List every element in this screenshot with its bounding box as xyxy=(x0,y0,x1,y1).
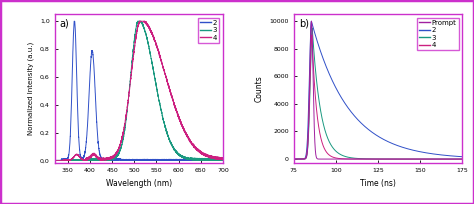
Line: 4: 4 xyxy=(294,35,462,159)
2 xyxy=(124,159,129,161)
Prompt xyxy=(363,158,368,160)
3 xyxy=(71,159,77,161)
4 xyxy=(456,158,462,160)
Line: 2: 2 xyxy=(55,21,223,160)
4 xyxy=(320,144,326,146)
2 xyxy=(116,158,122,161)
4 xyxy=(363,158,368,160)
2 xyxy=(52,159,57,162)
4 xyxy=(116,147,122,150)
Legend: Prompt, 2, 3, 4: Prompt, 2, 3, 4 xyxy=(417,18,459,50)
Text: a): a) xyxy=(60,19,69,29)
2 xyxy=(459,155,465,158)
Line: 4: 4 xyxy=(55,21,223,160)
Prompt xyxy=(310,69,316,71)
4 xyxy=(217,158,222,160)
Line: 2: 2 xyxy=(294,21,462,159)
4 xyxy=(124,111,129,113)
2 xyxy=(438,154,444,156)
Y-axis label: Counts: Counts xyxy=(255,75,264,102)
Line: 3: 3 xyxy=(55,21,223,160)
3 xyxy=(81,159,87,161)
3 xyxy=(456,158,462,160)
Prompt xyxy=(456,158,462,160)
3 xyxy=(220,158,226,160)
3 xyxy=(199,158,204,161)
Prompt xyxy=(320,158,326,160)
3 xyxy=(356,157,361,160)
3 xyxy=(291,158,297,160)
3 xyxy=(310,38,316,40)
4 xyxy=(220,158,226,160)
Prompt xyxy=(459,158,465,160)
3 xyxy=(363,158,368,160)
Prompt xyxy=(374,158,379,160)
Line: Prompt: Prompt xyxy=(294,21,462,159)
2 xyxy=(217,159,222,161)
4 xyxy=(52,159,57,162)
2 xyxy=(309,20,314,22)
3 xyxy=(52,159,57,162)
4 xyxy=(438,158,444,160)
2 xyxy=(363,126,368,128)
4 xyxy=(310,58,316,60)
4 xyxy=(81,159,87,161)
4 xyxy=(137,20,142,22)
4 xyxy=(199,151,204,153)
2 xyxy=(291,158,297,160)
3 xyxy=(116,152,122,154)
3 xyxy=(217,159,222,162)
2 xyxy=(220,158,226,161)
Legend: 2, 3, 4: 2, 3, 4 xyxy=(198,18,219,43)
4 xyxy=(291,158,297,160)
2 xyxy=(199,159,204,161)
3 xyxy=(310,27,315,29)
3 xyxy=(459,158,465,160)
2 xyxy=(71,27,77,30)
4 xyxy=(71,156,77,159)
Y-axis label: Normalized Intensity (a.u.): Normalized Intensity (a.u.) xyxy=(27,42,34,135)
X-axis label: Wavelength (nm): Wavelength (nm) xyxy=(106,179,172,188)
3 xyxy=(438,158,444,160)
2 xyxy=(456,155,462,158)
2 xyxy=(310,26,316,28)
Prompt xyxy=(291,158,297,160)
Prompt xyxy=(356,158,361,160)
4 xyxy=(309,34,315,36)
3 xyxy=(124,117,129,119)
2 xyxy=(356,119,361,121)
Line: 3: 3 xyxy=(294,28,462,159)
2 xyxy=(71,20,77,22)
3 xyxy=(135,20,141,22)
2 xyxy=(320,57,326,59)
Prompt xyxy=(309,20,314,22)
2 xyxy=(81,156,87,159)
Prompt xyxy=(438,158,444,160)
Text: b): b) xyxy=(299,19,309,29)
X-axis label: Time (ns): Time (ns) xyxy=(360,179,396,188)
3 xyxy=(320,121,326,124)
4 xyxy=(356,158,361,160)
4 xyxy=(459,158,465,160)
